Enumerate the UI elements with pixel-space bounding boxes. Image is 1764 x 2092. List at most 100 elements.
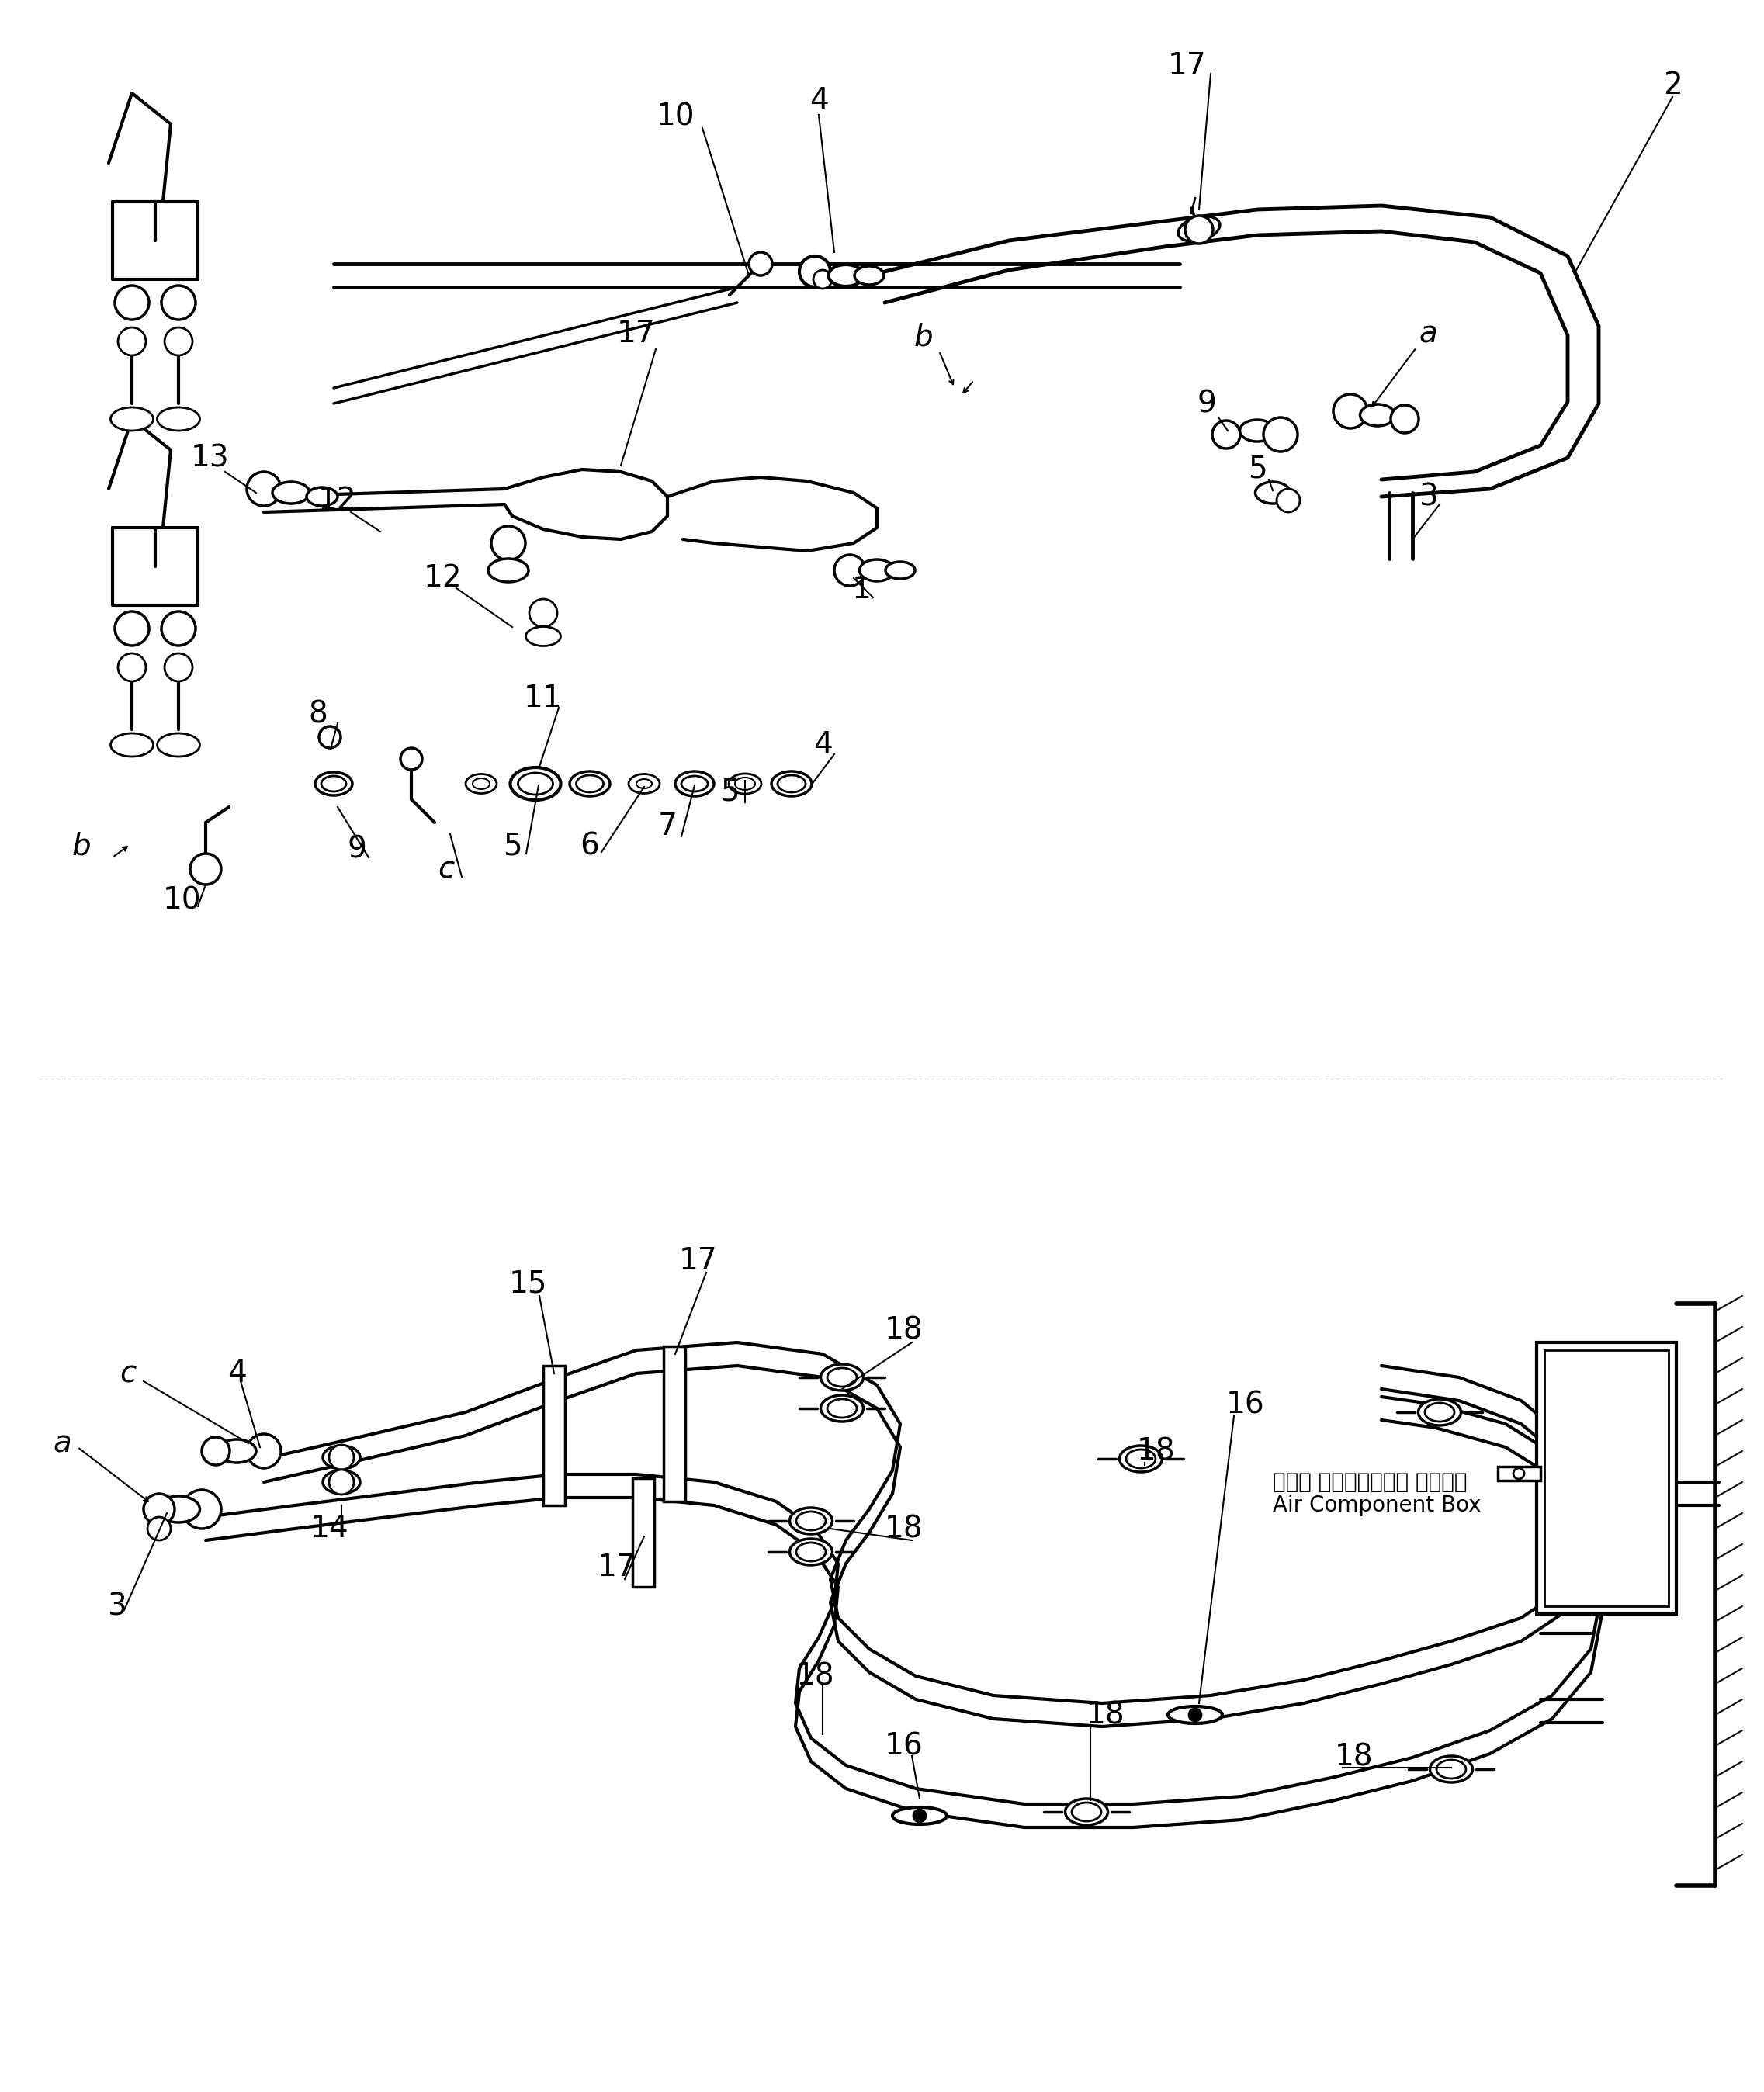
- Text: エアー コンポーネント ボックス: エアー コンポーネント ボックス: [1274, 1471, 1468, 1494]
- Text: 17: 17: [1168, 50, 1207, 82]
- Ellipse shape: [1073, 1803, 1101, 1822]
- Circle shape: [118, 328, 146, 356]
- Ellipse shape: [526, 628, 561, 646]
- Ellipse shape: [1178, 215, 1221, 241]
- Text: 17: 17: [679, 1247, 718, 1276]
- Circle shape: [750, 253, 773, 276]
- Circle shape: [1212, 420, 1240, 448]
- Text: 9: 9: [348, 835, 367, 864]
- Ellipse shape: [272, 481, 310, 504]
- Circle shape: [1514, 1469, 1524, 1479]
- Text: 3: 3: [1418, 481, 1438, 510]
- Circle shape: [799, 255, 831, 287]
- Ellipse shape: [111, 408, 153, 431]
- Ellipse shape: [1120, 1446, 1162, 1473]
- Ellipse shape: [1425, 1404, 1454, 1423]
- Circle shape: [1189, 1709, 1201, 1722]
- Circle shape: [191, 854, 220, 885]
- Ellipse shape: [778, 776, 806, 793]
- Text: 4: 4: [810, 86, 829, 115]
- Ellipse shape: [854, 266, 884, 285]
- Ellipse shape: [796, 1513, 826, 1529]
- Ellipse shape: [157, 408, 199, 431]
- Text: 18: 18: [1335, 1743, 1374, 1772]
- Ellipse shape: [111, 734, 153, 757]
- Text: 18: 18: [1138, 1437, 1175, 1466]
- Bar: [663, 1347, 684, 1502]
- Ellipse shape: [316, 772, 353, 795]
- Bar: [1544, 1349, 1669, 1607]
- Text: 18: 18: [886, 1316, 923, 1345]
- Ellipse shape: [790, 1508, 833, 1533]
- Circle shape: [247, 473, 280, 506]
- Text: 11: 11: [524, 684, 563, 713]
- Circle shape: [143, 1494, 175, 1525]
- Text: Air Component Box: Air Component Box: [1274, 1494, 1482, 1517]
- Text: 13: 13: [191, 444, 229, 473]
- Circle shape: [115, 285, 148, 320]
- Circle shape: [115, 611, 148, 646]
- Text: 14: 14: [310, 1515, 349, 1544]
- Bar: [543, 1366, 564, 1506]
- Text: 15: 15: [508, 1270, 547, 1299]
- Ellipse shape: [681, 776, 707, 791]
- Circle shape: [1185, 215, 1214, 243]
- Circle shape: [490, 525, 526, 561]
- Ellipse shape: [771, 772, 811, 797]
- Text: 17: 17: [617, 318, 656, 349]
- Text: 16: 16: [886, 1732, 923, 1761]
- Ellipse shape: [1431, 1755, 1473, 1782]
- Ellipse shape: [510, 768, 561, 799]
- Circle shape: [529, 598, 557, 628]
- Circle shape: [319, 726, 340, 749]
- Ellipse shape: [796, 1542, 826, 1561]
- Ellipse shape: [1065, 1799, 1108, 1824]
- Ellipse shape: [829, 264, 863, 287]
- Text: 5: 5: [503, 831, 522, 860]
- Text: 17: 17: [598, 1552, 637, 1582]
- Ellipse shape: [893, 1807, 947, 1824]
- Ellipse shape: [1240, 420, 1275, 441]
- Circle shape: [834, 554, 866, 586]
- Text: 6: 6: [580, 831, 600, 860]
- Circle shape: [201, 1437, 229, 1464]
- Text: b: b: [72, 831, 92, 860]
- Text: b: b: [914, 322, 933, 351]
- Text: 2: 2: [1663, 71, 1683, 100]
- Ellipse shape: [570, 772, 610, 797]
- Circle shape: [182, 1490, 220, 1529]
- Bar: [1536, 1343, 1676, 1615]
- Circle shape: [148, 1517, 171, 1540]
- Text: 4: 4: [813, 730, 833, 759]
- Ellipse shape: [1418, 1400, 1461, 1425]
- Ellipse shape: [1168, 1707, 1222, 1724]
- Ellipse shape: [827, 1400, 857, 1418]
- Ellipse shape: [1256, 481, 1289, 504]
- Circle shape: [1334, 393, 1367, 429]
- Text: 18: 18: [1087, 1701, 1125, 1730]
- Ellipse shape: [519, 772, 552, 795]
- Circle shape: [813, 270, 833, 289]
- Text: 18: 18: [886, 1515, 923, 1544]
- Ellipse shape: [820, 1364, 863, 1391]
- Circle shape: [164, 653, 192, 682]
- Bar: [1498, 1466, 1540, 1481]
- Ellipse shape: [307, 487, 337, 506]
- Text: 10: 10: [162, 885, 201, 914]
- Circle shape: [400, 749, 422, 770]
- Ellipse shape: [489, 559, 529, 582]
- Circle shape: [118, 653, 146, 682]
- Ellipse shape: [886, 563, 916, 579]
- Circle shape: [1277, 490, 1300, 513]
- Text: 3: 3: [108, 1592, 125, 1621]
- Text: 9: 9: [1198, 389, 1217, 418]
- Text: 7: 7: [658, 812, 677, 841]
- Text: 8: 8: [309, 699, 328, 728]
- Circle shape: [247, 1433, 280, 1469]
- Ellipse shape: [859, 559, 894, 582]
- Circle shape: [162, 285, 196, 320]
- Text: 16: 16: [1226, 1389, 1265, 1418]
- Ellipse shape: [577, 776, 603, 793]
- Circle shape: [330, 1446, 355, 1471]
- Ellipse shape: [466, 774, 497, 793]
